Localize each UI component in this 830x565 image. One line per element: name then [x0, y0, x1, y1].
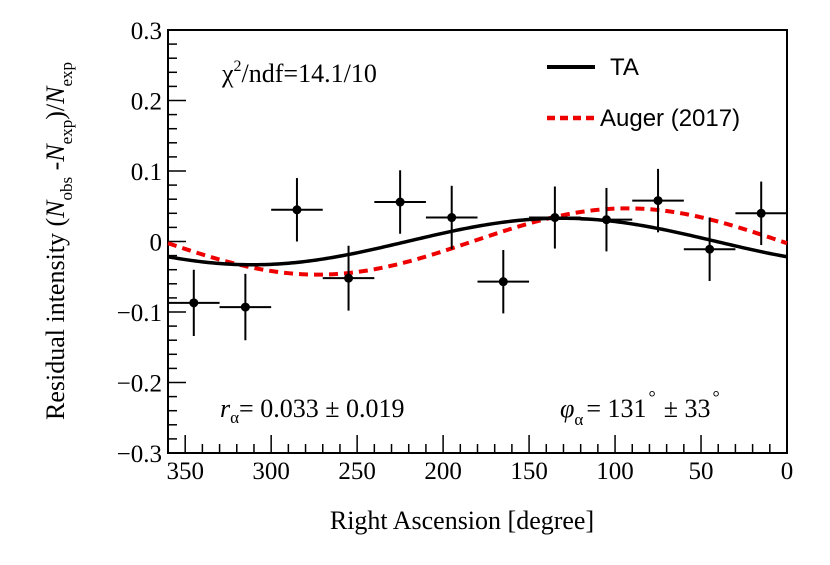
phi-uncertainty: ± 33 — [664, 394, 711, 423]
y-tick-label: −0.1 — [117, 300, 162, 327]
data-marker — [653, 196, 663, 206]
data-point — [271, 178, 323, 242]
y-axis-title-n-exp: N — [41, 143, 70, 163]
y-tick-label: −0.2 — [117, 371, 162, 398]
x-tick-label: 100 — [596, 458, 634, 485]
r-subscript: α — [230, 408, 239, 427]
data-points — [168, 168, 787, 341]
x-tick-label: 150 — [510, 458, 548, 485]
y-tick-label: 0.3 — [131, 18, 162, 45]
data-marker — [498, 277, 508, 287]
y-axis-title-middle: )/ — [41, 103, 70, 120]
x-axis-title: Right Ascension [degree] — [330, 506, 594, 535]
x-tick-label: 200 — [424, 458, 462, 485]
y-axis-title-minus: - — [41, 162, 70, 177]
y-axis-title-exp-sub-den: exp — [57, 62, 76, 87]
data-point — [477, 249, 530, 314]
phi-value: = 131 — [586, 394, 646, 423]
legend-auger-label: Auger (2017) — [600, 105, 740, 132]
auger-2017-curve — [167, 206, 788, 277]
data-point — [529, 186, 581, 249]
data-marker — [189, 298, 199, 308]
data-point — [632, 168, 684, 233]
ta-curve — [167, 216, 788, 267]
y-tick-label: 0.1 — [131, 159, 162, 186]
data-marker — [240, 302, 250, 312]
x-tick-label: 0 — [781, 458, 794, 485]
phi-alpha-annotation: φα = 131 ° ± 33 ° — [560, 387, 720, 429]
y-axis-title-obs-sub: obs — [57, 177, 76, 201]
data-marker — [601, 215, 611, 225]
y-tick-label: 0.2 — [131, 89, 162, 116]
x-tick-label: 50 — [689, 458, 714, 485]
chi2-exponent: 2 — [234, 58, 242, 75]
x-tick-label: 350 — [166, 458, 204, 485]
data-point — [374, 170, 426, 234]
data-marker — [705, 244, 715, 254]
y-tick-label: −0.3 — [117, 441, 162, 468]
legend-ta-label: TA — [610, 54, 639, 81]
x-tick-label: 300 — [252, 458, 290, 485]
y-axis-title-n-den: N — [41, 85, 70, 105]
y-axis-title-n-obs: N — [41, 199, 70, 219]
data-marker — [344, 273, 354, 283]
data-point — [322, 245, 375, 311]
r-alpha-annotation: rα= 0.033 ± 0.019 — [220, 394, 404, 427]
chi2-annotation: χ2/ndf=14.1/10 — [221, 58, 377, 88]
r-value: = 0.033 ± 0.019 — [239, 394, 404, 423]
data-point — [425, 185, 478, 250]
legend: TA Auger (2017) — [547, 54, 740, 132]
data-marker — [550, 213, 560, 223]
data-marker — [292, 205, 302, 215]
data-point — [735, 181, 787, 246]
y-axis-title-prefix: Residual intensity ( — [41, 218, 70, 420]
data-point — [219, 273, 272, 341]
data-point — [580, 187, 633, 252]
phi-symbol: φ — [560, 394, 574, 423]
data-point — [168, 269, 220, 336]
y-axis-title: Residual intensity (Nobs -Nexp)/Nexp — [41, 62, 76, 420]
y-tick-label: 0 — [150, 230, 163, 257]
data-marker — [395, 197, 405, 207]
phi-subscript: α — [574, 410, 583, 429]
data-point — [683, 217, 736, 281]
chi2-rest: /ndf=14.1/10 — [242, 59, 377, 88]
y-axis-title-exp-sub: exp — [57, 120, 76, 145]
y-axis-ticks: −0.3 −0.2 −0.1 0 0.1 0.2 0.3 — [117, 18, 186, 468]
x-tick-label: 250 — [338, 458, 376, 485]
chi2-symbol: χ — [221, 59, 234, 88]
x-axis-ticks: 350 300 250 200 150 100 50 0 — [166, 435, 793, 485]
data-marker — [756, 208, 766, 218]
phi-degree-2: ° — [712, 387, 719, 407]
r-symbol: r — [220, 394, 231, 423]
data-marker — [447, 213, 457, 223]
phi-degree-1: ° — [648, 387, 655, 407]
